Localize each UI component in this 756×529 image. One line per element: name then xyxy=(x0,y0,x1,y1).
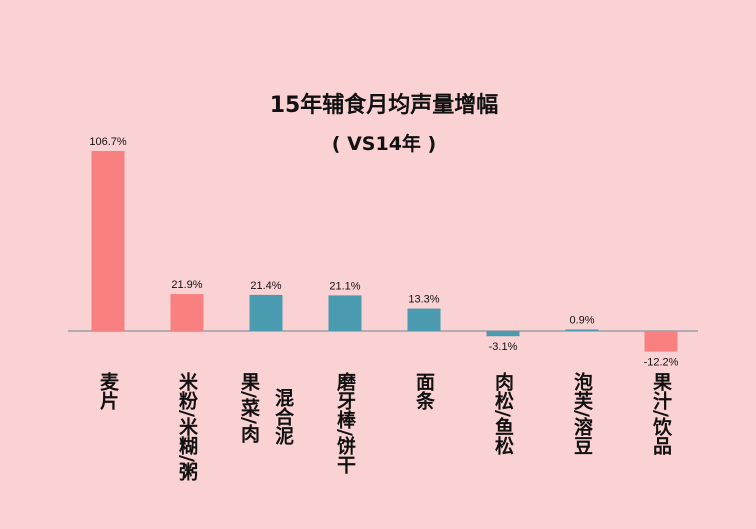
bars-group xyxy=(91,151,678,352)
category-labels-group: 麦片 米粉/米糊/粥 果/菜/肉 混合泥 磨牙棒/饼干 面条 肉松/鱼松 泡芙/溶豆 果汁/饮品 xyxy=(97,371,673,481)
category-label-7: 果汁/饮品 xyxy=(650,372,673,455)
bar-7 xyxy=(644,331,678,352)
value-label-1: 21.9% xyxy=(171,279,202,291)
value-label-7: -12.2% xyxy=(644,357,679,369)
bar-2 xyxy=(249,294,283,331)
bar-0 xyxy=(91,151,125,331)
value-label-6: 0.9% xyxy=(569,314,594,326)
value-labels-group: 106.7% 21.9% 21.4% 21.1% 13.3% -3.1% 0.9% -12.2… xyxy=(89,136,678,369)
value-label-3: 21.1% xyxy=(329,280,360,292)
category-label-3: 磨牙棒/饼干 xyxy=(334,371,357,475)
chart-subtitle: ( VS14年 ) xyxy=(332,132,436,155)
bar-6 xyxy=(565,329,599,331)
category-label-2-0: 果/菜/肉 xyxy=(238,372,261,443)
category-label-5: 肉松/鱼松 xyxy=(492,371,514,456)
bar-4 xyxy=(407,308,441,331)
category-label-0: 麦片 xyxy=(97,371,119,411)
category-label-4: 面条 xyxy=(413,372,435,410)
chart-title: 15年辅食月均声量增幅 xyxy=(270,92,499,118)
bar-1 xyxy=(170,294,204,331)
bar-5 xyxy=(486,331,520,337)
value-label-0: 106.7% xyxy=(89,136,127,148)
bar-3 xyxy=(328,295,362,331)
category-label-6: 泡芙/溶豆 xyxy=(571,371,593,455)
value-label-5: -3.1% xyxy=(489,341,518,353)
value-label-4: 13.3% xyxy=(408,294,439,306)
category-label-1: 米粉/米糊/粥 xyxy=(176,371,198,481)
category-label-2-1: 混合泥 xyxy=(272,388,294,446)
value-label-2: 21.4% xyxy=(250,280,281,292)
